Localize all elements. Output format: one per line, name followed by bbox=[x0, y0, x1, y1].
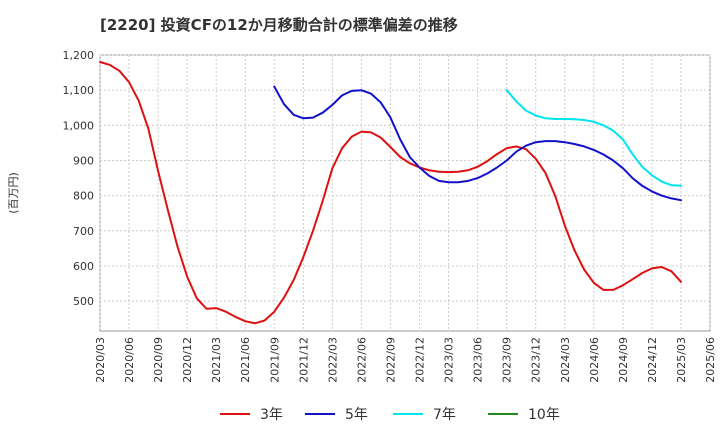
x-tick-label: 2023/03 bbox=[443, 337, 456, 383]
y-tick-label: 1,000 bbox=[63, 119, 95, 132]
x-tick-label: 2023/12 bbox=[530, 337, 543, 383]
legend-label-1: 5年 bbox=[345, 407, 368, 423]
x-tick-label: 2020/06 bbox=[123, 337, 136, 383]
series-layer bbox=[99, 61, 682, 325]
y-tick-label: 1,200 bbox=[63, 49, 95, 62]
x-tick-label: 2020/09 bbox=[152, 337, 165, 383]
x-tick-label: 2021/12 bbox=[297, 337, 310, 383]
x-tick-label: 2020/03 bbox=[94, 337, 107, 383]
x-tick-label: 2024/03 bbox=[559, 337, 572, 383]
x-tick-label: 2023/06 bbox=[472, 337, 485, 383]
x-tick-label: 2020/12 bbox=[181, 337, 194, 383]
legend-label-0: 3年 bbox=[260, 407, 283, 423]
y-axis-label: (百万円) bbox=[7, 172, 20, 214]
chart-title: [2220] 投資CFの12か月移動合計の標準偏差の推移 bbox=[100, 16, 458, 34]
x-tick-label: 2021/03 bbox=[210, 337, 223, 383]
y-tick-label: 800 bbox=[73, 190, 94, 203]
x-tick-label: 2024/06 bbox=[588, 337, 601, 383]
x-tick-label: 2022/09 bbox=[384, 337, 397, 383]
x-tick-label: 2022/12 bbox=[414, 337, 427, 383]
x-tick-label: 2025/06 bbox=[704, 337, 717, 383]
series-line-2 bbox=[505, 89, 682, 187]
plot-frame bbox=[99, 54, 711, 332]
x-tick-label: 2024/09 bbox=[617, 337, 630, 383]
legend-label-3: 10年 bbox=[528, 407, 560, 423]
y-tick-label: 900 bbox=[73, 154, 94, 167]
x-tick-label: 2022/06 bbox=[355, 337, 368, 383]
series-line-0 bbox=[99, 61, 682, 325]
y-tick-label: 1,100 bbox=[63, 84, 95, 97]
legend-label-2: 7年 bbox=[433, 407, 456, 423]
series-line-1 bbox=[273, 85, 682, 202]
legend: 3年 5年 7年 10年 bbox=[220, 407, 560, 423]
x-tick-label: 2024/12 bbox=[646, 337, 659, 383]
axis-layer: 500 600 700 800 900 1,000 1,100 1,200 2020/03 202… bbox=[7, 49, 717, 383]
y-tick-label: 700 bbox=[73, 225, 94, 238]
x-tick-label: 2023/09 bbox=[501, 337, 514, 383]
y-tick-label: 600 bbox=[73, 260, 94, 273]
x-tick-label: 2022/03 bbox=[326, 337, 339, 383]
x-tick-label: 2021/06 bbox=[239, 337, 252, 383]
y-tick-label: 500 bbox=[73, 295, 94, 308]
x-tick-label: 2025/03 bbox=[675, 337, 688, 383]
x-tick-label: 2021/09 bbox=[268, 337, 281, 383]
grid-layer bbox=[99, 54, 711, 332]
